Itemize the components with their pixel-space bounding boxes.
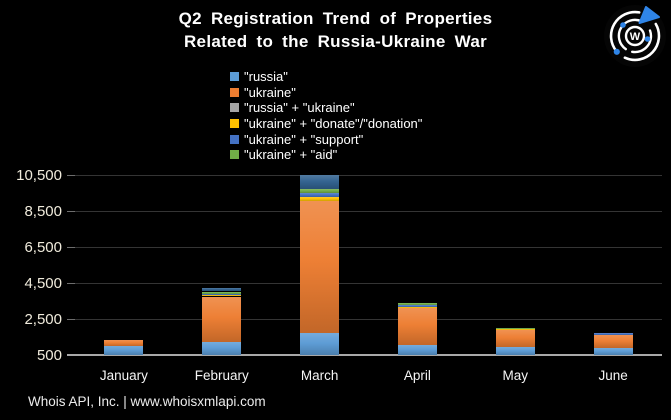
x-axis-line (67, 354, 662, 356)
bar-segment (300, 197, 340, 202)
logo-inner-arc2 (617, 18, 643, 51)
logo-outer-arc (623, 22, 661, 62)
y-gridline (75, 319, 662, 320)
bar-segment (300, 201, 340, 334)
bar-segment (495, 328, 535, 329)
bar-segment (593, 335, 633, 348)
bar-segment (593, 348, 633, 355)
y-gridline (75, 211, 662, 212)
logo-outer-arc2 (609, 10, 641, 53)
logo-inner-arc (631, 29, 653, 54)
bar-segment (397, 308, 437, 345)
whoisxmlapi-logo-icon: W (602, 2, 668, 68)
y-gridline (75, 247, 662, 248)
legend-label: "ukraine" + "aid" (244, 147, 338, 163)
bar-segment (104, 339, 144, 346)
chart-legend: "russia" "ukraine" "russia" + "ukraine" "uk… (230, 69, 422, 163)
chart-title: Q2 Registration Trend of Properties Rela… (0, 7, 671, 53)
chart-title-line1: Q2 Registration Trend of Properties (178, 9, 493, 28)
legend-label: "ukraine" + "donate"/"donation" (244, 116, 423, 132)
bar-segment (397, 306, 437, 309)
legend-label: "ukraine" (244, 84, 296, 100)
bar-segment (202, 291, 242, 294)
x-axis-label: January (99, 368, 148, 383)
y-axis-tick (67, 247, 75, 248)
footer-credit: Whois API, Inc. | www.whoisxmlapi.com (28, 394, 266, 409)
bar-segment (495, 330, 535, 348)
bar-segment (593, 333, 633, 336)
bar-segment (300, 189, 340, 193)
legend-swatch (230, 119, 239, 129)
bar-segment (495, 328, 535, 330)
x-axis-label: February (194, 368, 249, 383)
y-axis-label: 6,500 (24, 239, 62, 256)
bar-segment (202, 341, 242, 355)
y-gridline (75, 175, 662, 176)
x-axis-label: June (598, 368, 628, 383)
bar-segment (300, 333, 340, 355)
legend-item-5: "ukraine" + "aid" (230, 147, 422, 163)
x-axis-label: March (300, 368, 339, 383)
bar-segment (397, 303, 437, 305)
logo-dot-right (644, 36, 651, 42)
y-gridline (75, 283, 662, 284)
legend-label: "russia" + "ukraine" (244, 100, 355, 116)
legend-item-4: "ukraine" + "support" (230, 131, 422, 147)
y-axis-label: 8,500 (24, 203, 62, 220)
legend-label: "russia" (244, 69, 288, 85)
x-axis-label: May (502, 368, 529, 383)
legend-item-3: "ukraine" + "donate"/"donation" (230, 116, 422, 132)
legend-item-1: "ukraine" (230, 85, 422, 101)
bar-segment (104, 346, 144, 355)
bar-segment (397, 344, 437, 355)
legend-item-2: "russia" + "ukraine" (230, 100, 422, 116)
y-axis-tick (67, 283, 75, 284)
legend-swatch (230, 87, 239, 97)
bar-segment (202, 295, 242, 297)
legend-swatch (230, 103, 239, 113)
bar-segment (300, 175, 340, 190)
y-axis-tick (67, 175, 75, 176)
y-axis-label: 10,500 (16, 167, 62, 184)
legend-swatch (230, 150, 239, 160)
y-axis-label: 4,500 (24, 275, 62, 292)
logo-beam-wedge (638, 6, 660, 24)
legend-swatch (230, 134, 239, 144)
logo-center-ring (624, 25, 646, 47)
chart-title-line2: Related to the Russia-Ukraine War (183, 32, 487, 51)
logo-dot-upper-left (620, 22, 626, 28)
y-axis-tick (67, 319, 75, 320)
legend-label: "ukraine" + "support" (244, 131, 364, 147)
legend-swatch (230, 72, 239, 82)
bar-segment (202, 288, 242, 292)
y-axis-label: 2,500 (24, 311, 62, 328)
bar-segment (397, 305, 437, 307)
bar-segment (300, 193, 340, 198)
y-axis-label: 500 (36, 347, 62, 364)
x-axis-label: April (403, 368, 431, 383)
bar-segment (202, 296, 242, 342)
logo-dot-lower-left (613, 48, 620, 55)
logo-letter: W (630, 31, 641, 43)
legend-item-0: "russia" (230, 69, 422, 85)
bar-segment (202, 293, 242, 296)
y-axis-tick (67, 211, 75, 212)
bar-segment (495, 347, 535, 355)
